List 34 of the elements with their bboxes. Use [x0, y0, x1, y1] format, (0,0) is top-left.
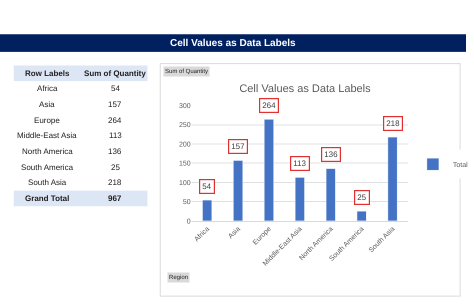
- bar: [356, 211, 367, 221]
- data-label: 157: [231, 142, 246, 152]
- chart-title: Cell Values as Data Labels: [239, 82, 372, 95]
- text: Sum of Quantity: [84, 69, 146, 78]
- text: Asia: [39, 100, 56, 109]
- data-label: 136: [324, 150, 338, 160]
- text: Cell Values as Data Labels: [170, 38, 296, 49]
- data-label: 25: [357, 193, 367, 202]
- bar: [233, 160, 243, 221]
- text: 264: [108, 116, 122, 125]
- bar: [264, 119, 274, 221]
- text: Africa: [37, 84, 58, 93]
- text: 113: [109, 131, 122, 140]
- text: South America: [21, 163, 74, 172]
- text: 218: [108, 178, 122, 187]
- text: 136: [108, 147, 122, 156]
- data-label: 54: [202, 182, 212, 192]
- text: Middle-East Asia: [17, 131, 78, 140]
- data-label: 113: [293, 159, 307, 168]
- bar: [388, 136, 398, 221]
- data-label: 218: [386, 119, 400, 128]
- text: 967: [108, 194, 122, 203]
- text: Row Labels: [25, 69, 70, 78]
- bar: [202, 200, 212, 221]
- bar: [294, 177, 305, 221]
- data-label: 264: [262, 101, 276, 110]
- text: 25: [111, 163, 120, 172]
- bar: [326, 168, 336, 221]
- text: 157: [108, 100, 122, 109]
- text: South Asia: [28, 178, 67, 187]
- text: North America: [22, 147, 74, 156]
- text: Grand Total: [25, 194, 70, 203]
- text: 54: [111, 84, 120, 93]
- text: Europe: [34, 116, 60, 125]
